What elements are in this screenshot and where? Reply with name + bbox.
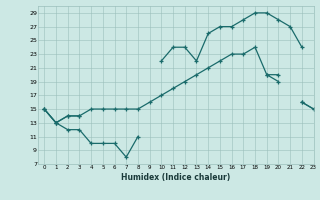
- X-axis label: Humidex (Indice chaleur): Humidex (Indice chaleur): [121, 173, 231, 182]
